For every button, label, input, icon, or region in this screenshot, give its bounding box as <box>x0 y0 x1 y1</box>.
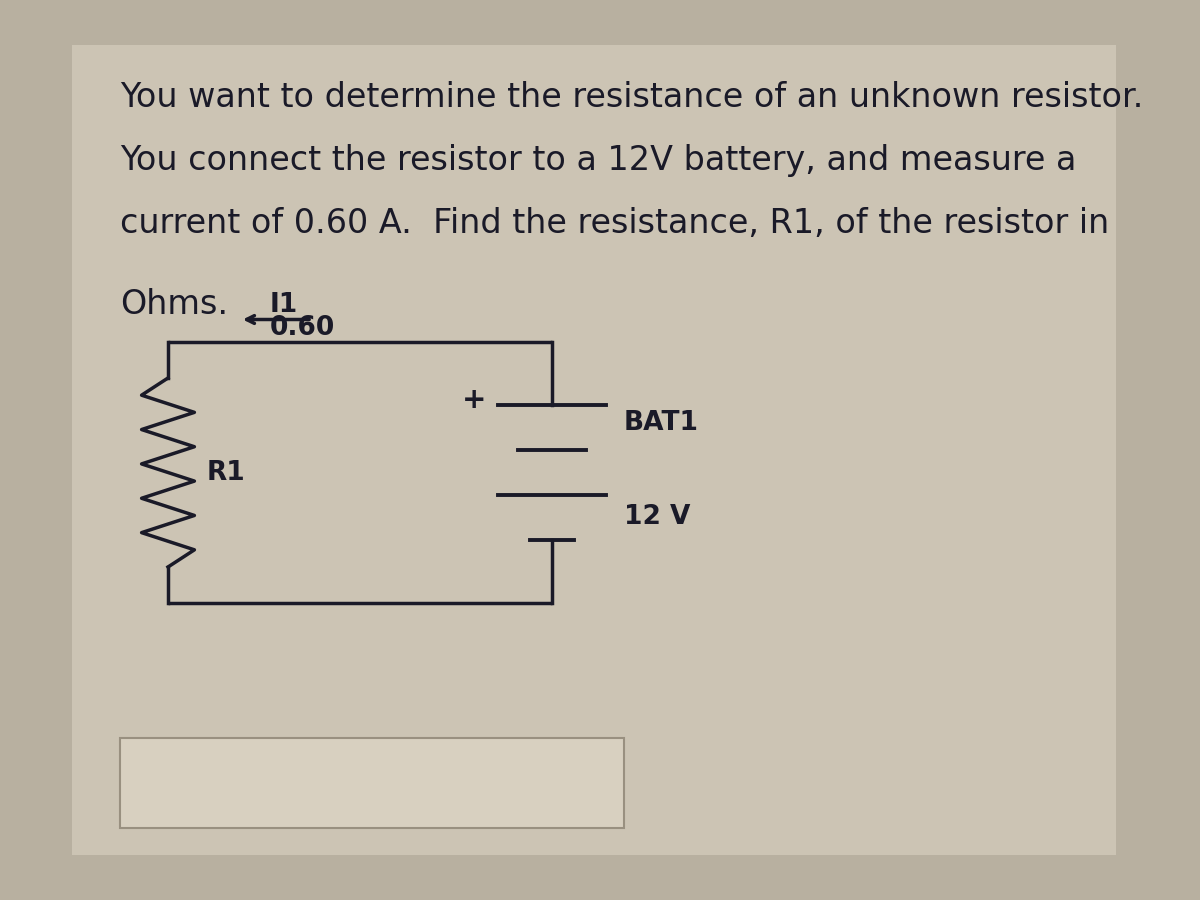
Text: 0.60: 0.60 <box>270 315 335 341</box>
FancyBboxPatch shape <box>72 45 1116 855</box>
Text: Ohms.: Ohms. <box>120 288 228 321</box>
Text: 12 V: 12 V <box>624 505 690 530</box>
Text: You want to determine the resistance of an unknown resistor.: You want to determine the resistance of … <box>120 81 1144 114</box>
FancyBboxPatch shape <box>120 738 624 828</box>
Text: BAT1: BAT1 <box>624 410 698 436</box>
Text: R1: R1 <box>206 460 245 485</box>
Text: You connect the resistor to a 12V battery, and measure a: You connect the resistor to a 12V batter… <box>120 144 1076 177</box>
Text: I1: I1 <box>270 292 299 319</box>
Text: +: + <box>462 386 486 415</box>
Text: current of 0.60 A.  Find the resistance, R1, of the resistor in: current of 0.60 A. Find the resistance, … <box>120 207 1109 240</box>
